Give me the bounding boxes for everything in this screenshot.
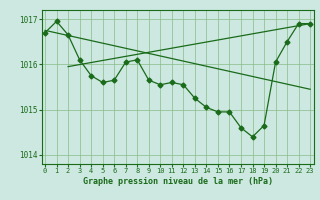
X-axis label: Graphe pression niveau de la mer (hPa): Graphe pression niveau de la mer (hPa)	[83, 177, 273, 186]
